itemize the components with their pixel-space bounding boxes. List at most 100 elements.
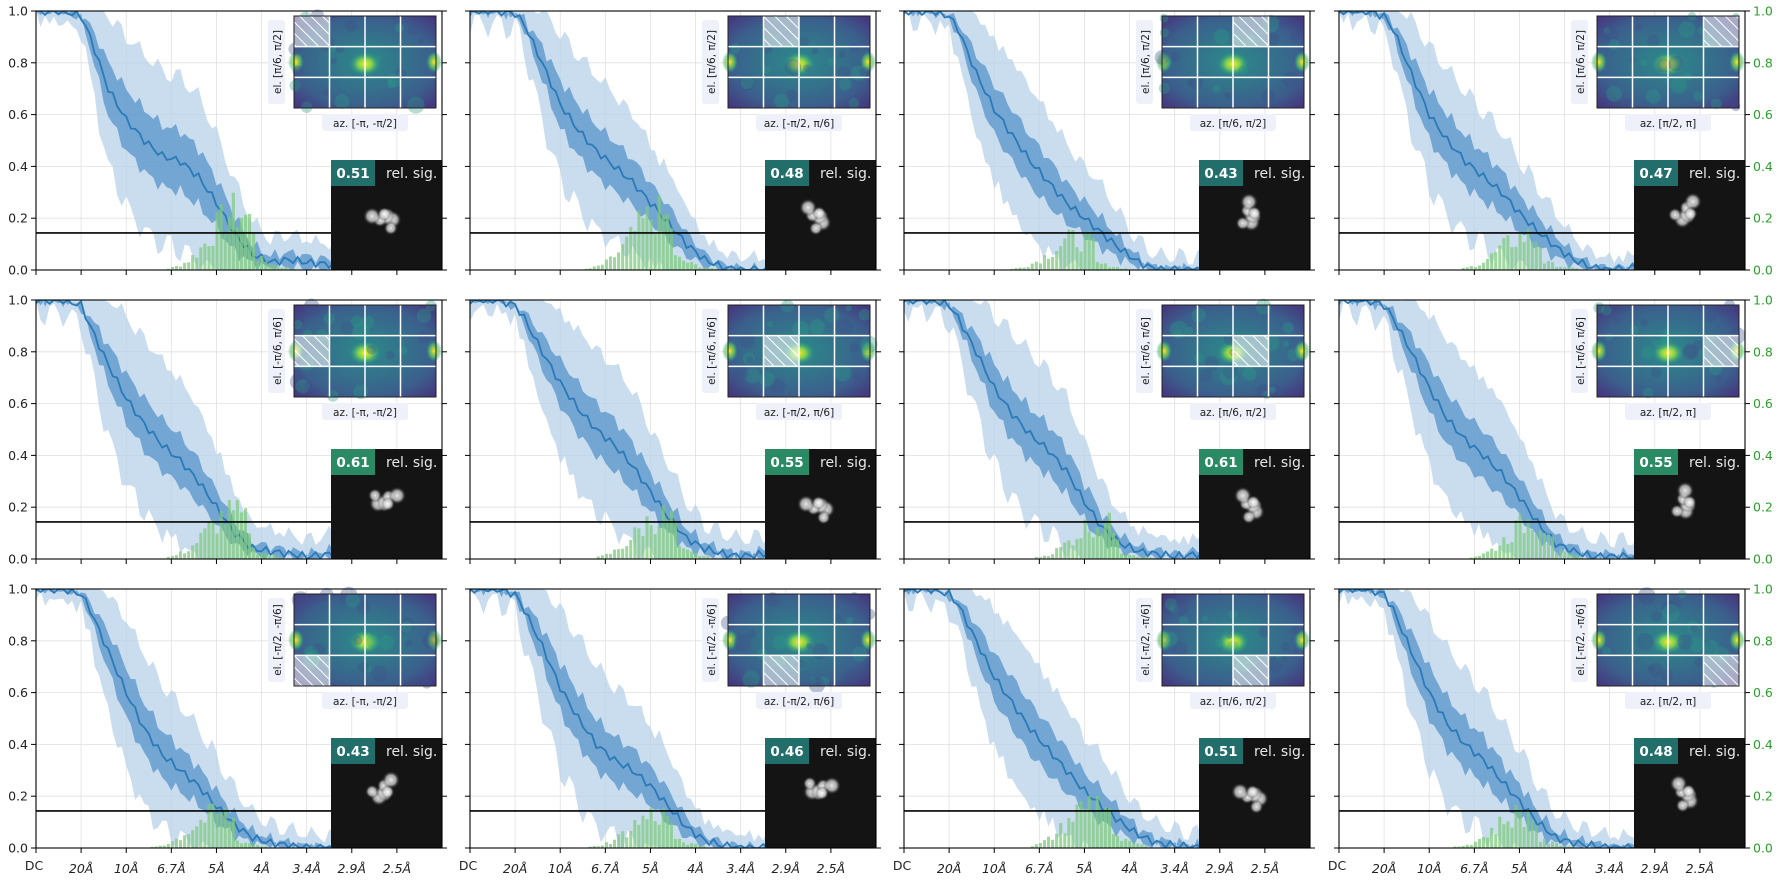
map-border (1161, 593, 1305, 687)
hist-bar (1555, 552, 1559, 559)
hist-bar (1482, 837, 1486, 848)
x-tick-label: 6.7Å (591, 861, 619, 876)
hist-bar (588, 268, 592, 270)
y-tick-label: 0.8 (8, 344, 28, 359)
hist-bar (637, 824, 641, 848)
y-axis: 0.0 0.2 0.4 0.6 0.8 1.0 (8, 293, 447, 567)
map-hotspot (426, 629, 442, 651)
relsig-value: 0.51 (1204, 744, 1237, 760)
az-label: az. [π/2, π] (1640, 407, 1696, 419)
hist-bar (227, 822, 231, 848)
hist-bar (669, 228, 673, 270)
az-label: az. [π/2, π] (1640, 118, 1696, 130)
x-tick-label: 2.5Å (1251, 861, 1279, 876)
hist-bar (641, 536, 645, 559)
map-texture (1642, 387, 1654, 399)
map-hotspot (722, 340, 738, 362)
hist-bar (1095, 261, 1099, 270)
hist-bar (1051, 554, 1055, 559)
map-texture (808, 677, 825, 694)
hist-bar (203, 822, 207, 848)
hist-bar (1111, 834, 1116, 848)
map-texture (766, 320, 774, 327)
hist-bar (1087, 795, 1091, 848)
hist-bar (633, 230, 637, 270)
orientation-map (1156, 593, 1310, 687)
x-tick-label: 4Å (253, 861, 270, 876)
map-texture (1258, 626, 1270, 638)
map-texture (1678, 21, 1696, 38)
map-texture (1650, 366, 1662, 378)
y-axis (899, 299, 1315, 560)
map-texture (1661, 335, 1672, 346)
hist-bar (1087, 231, 1091, 270)
map-border (1161, 304, 1305, 398)
map-texture (1160, 56, 1172, 68)
map-texture (1223, 92, 1232, 100)
hist-bar (252, 844, 256, 848)
x-tick-label: 2.5Å (1686, 861, 1714, 876)
particle-lobe (380, 496, 395, 511)
map-texture (765, 592, 780, 607)
hist-bar (183, 553, 187, 559)
az-label-bg (1190, 692, 1276, 709)
x-axis (35, 559, 398, 564)
el-label-bg (268, 309, 285, 393)
hist-bar (1542, 533, 1546, 559)
plot-frame (903, 299, 1311, 560)
map-texture (293, 319, 303, 330)
y-tick-label: 0.8 (8, 55, 28, 70)
map-texture (849, 342, 860, 353)
hist-bar (665, 519, 669, 559)
x-tick-label: 20Å (937, 861, 961, 876)
hist-bar (1522, 533, 1526, 559)
hist-bar (1575, 268, 1579, 270)
hist-bar (1551, 262, 1555, 270)
hist-bar (1559, 266, 1563, 270)
map-texture (407, 23, 420, 36)
hist-bar (1571, 846, 1575, 848)
x-tick-label: 2.5Å (383, 861, 411, 876)
map-texture (1634, 23, 1643, 32)
hist-bar (1502, 537, 1506, 559)
hist-bar (191, 545, 195, 559)
hist-bar (158, 845, 162, 848)
hist-bar (1075, 247, 1079, 270)
hist-bar (1055, 833, 1059, 848)
hist-bar (657, 824, 661, 848)
map-hotspot (1156, 629, 1172, 651)
map-texture (851, 646, 867, 662)
right-y-tick-label: 0.8 (1753, 344, 1773, 359)
plot-frame (469, 588, 877, 849)
hist-bar (1510, 247, 1514, 270)
hist-bar (243, 508, 248, 559)
particle-blob (799, 198, 832, 236)
hist-bar (1477, 838, 1482, 848)
hist-bar (1047, 556, 1051, 559)
map-texture (345, 20, 358, 32)
hist-bar (1486, 259, 1490, 270)
map-texture (1171, 641, 1188, 657)
map-texture (1640, 59, 1648, 67)
map-hotspot (1729, 629, 1745, 651)
relsig-badge (765, 738, 809, 764)
hist-bar (1506, 544, 1510, 559)
particle-lobe (1668, 207, 1683, 222)
hist-bar (1490, 253, 1494, 270)
x-tick-label: 3.4Å (726, 861, 754, 876)
orientation-map (288, 298, 442, 402)
map-texture (1256, 384, 1269, 397)
y-axis (465, 299, 881, 560)
map-texture (859, 67, 870, 78)
plot-body: 0.48 rel. sig. (470, 11, 876, 270)
hist-bar (1530, 241, 1534, 270)
orientation-map (1591, 587, 1745, 688)
hist-bar (276, 556, 280, 559)
particle-lobe (1681, 784, 1696, 799)
orientation-map (1154, 13, 1310, 109)
az-label: az. [-π, -π/2] (333, 118, 397, 130)
hist-bar (1140, 557, 1144, 559)
hist-bar (600, 555, 604, 559)
hist-bar (1530, 530, 1534, 559)
map-texture (824, 307, 840, 323)
